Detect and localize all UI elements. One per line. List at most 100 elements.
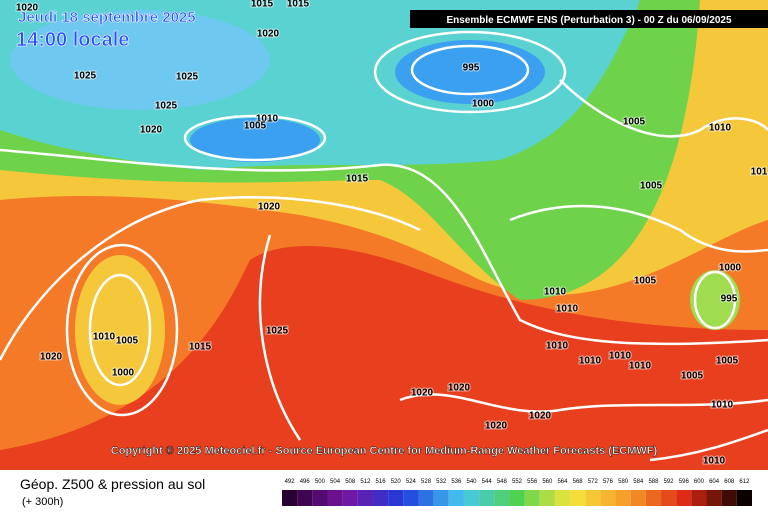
- isobar-label: 1020: [257, 29, 280, 40]
- zone-lightgreen: [690, 270, 740, 330]
- scale-swatch: [524, 490, 540, 506]
- isobar-label: 1010: [579, 356, 602, 367]
- scale-label: 496: [300, 479, 311, 485]
- isobar-label: 1015: [346, 174, 369, 185]
- isobar-label: 1000: [719, 263, 742, 274]
- scale-swatch: [630, 490, 646, 506]
- copyright: Copyright © 2025 Meteociel.fr - Source E…: [111, 445, 658, 457]
- scale-label: 560: [542, 479, 553, 485]
- isobar-label: 1020: [448, 383, 471, 394]
- isobar-label: 1015: [287, 0, 310, 10]
- isobar-label: 1005: [681, 371, 704, 382]
- isobar-label: 1020: [485, 421, 508, 432]
- zone-blue: [190, 118, 320, 162]
- scale-swatch: [570, 490, 586, 506]
- scale-label: 584: [633, 479, 644, 485]
- isobar-label: 1010: [709, 123, 732, 134]
- scale-label: 564: [557, 479, 568, 485]
- scale-label: 544: [482, 479, 493, 485]
- scale-label: 512: [360, 479, 371, 485]
- scale-label: 568: [573, 479, 584, 485]
- isobar-label: 1005: [116, 336, 139, 347]
- scale-label: 612: [739, 479, 750, 485]
- scale-swatch: [539, 490, 555, 506]
- isobar-label: 1010: [556, 304, 579, 315]
- scale-label: 588: [648, 479, 659, 485]
- isobar-label: 1010: [609, 351, 632, 362]
- isobar-label: 1005: [244, 121, 267, 132]
- isobar-label: 1000: [472, 99, 495, 110]
- scale-swatch: [494, 490, 510, 506]
- scale-swatch: [463, 490, 480, 506]
- scale-swatch: [448, 490, 464, 506]
- scale-swatch: [691, 490, 707, 506]
- scale-swatch: [615, 490, 631, 506]
- banner-bg: [410, 10, 768, 28]
- scale-swatch: [600, 490, 616, 506]
- scale-label: 580: [618, 479, 629, 485]
- scale-swatch: [645, 490, 662, 506]
- scale-label: 576: [603, 479, 614, 485]
- scale-label: 532: [436, 479, 447, 485]
- isobar-label: 995: [463, 63, 480, 74]
- scale-swatch: [372, 490, 389, 506]
- scale-swatch: [312, 490, 328, 506]
- isobar-label: 1020: [258, 202, 281, 213]
- isobar-label: 1005: [623, 117, 646, 128]
- isobar-label: 1025: [266, 326, 289, 337]
- isobar-label: 1020: [529, 411, 552, 422]
- scale-swatch: [585, 490, 601, 506]
- scale-label: 516: [376, 479, 387, 485]
- isobar-label: 1015: [251, 0, 274, 10]
- scale-swatch: [418, 490, 434, 506]
- scale-swatch: [676, 490, 692, 506]
- isobar-label: 1015: [189, 342, 212, 353]
- scale-label: 536: [451, 479, 462, 485]
- scale-swatch: [721, 490, 737, 506]
- scale-label: 520: [391, 479, 402, 485]
- scale-swatch: [509, 490, 525, 506]
- isobar-label: 1010: [546, 341, 569, 352]
- banner: Ensemble ECMWF ENS (Perturbation 3) - 00…: [446, 15, 732, 26]
- scale-label: 548: [497, 479, 508, 485]
- isobar-label: 1010: [544, 287, 567, 298]
- scale-swatch: [433, 490, 449, 506]
- isobar-label: 1025: [74, 71, 97, 82]
- isobar-label: 1005: [634, 276, 657, 287]
- scale-label: 608: [724, 479, 735, 485]
- scale-label: 504: [330, 479, 341, 485]
- scale-swatch: [736, 490, 752, 506]
- scale-swatch: [342, 490, 358, 506]
- scale-swatch: [554, 490, 571, 506]
- scale-label: 572: [588, 479, 599, 485]
- scale-label: 528: [421, 479, 432, 485]
- scale-swatch: [403, 490, 419, 506]
- isobar-label: 1020: [16, 3, 39, 14]
- isobar-label: 1010: [629, 361, 652, 372]
- zone-yellow: [75, 255, 165, 405]
- isobar-label: 995: [721, 294, 738, 305]
- isobar-label: 1025: [155, 101, 178, 112]
- isobar-label: 1010: [703, 456, 726, 467]
- isobar-label: 1005: [716, 356, 739, 367]
- scale-swatch: [479, 490, 495, 506]
- zone-lightblue: [10, 10, 270, 110]
- isobar-label: 1020: [411, 388, 434, 399]
- isobar-label: 1020: [140, 125, 163, 136]
- scale-label: 556: [527, 479, 538, 485]
- scale-label: 492: [285, 479, 296, 485]
- isobar-label: 101: [751, 167, 768, 178]
- isobar-label: 1025: [176, 72, 199, 83]
- legend-lead: (+ 300h): [22, 496, 63, 508]
- scale-swatch: [706, 490, 722, 506]
- scale-label: 552: [512, 479, 523, 485]
- scale-label: 508: [345, 479, 356, 485]
- scale-label: 604: [709, 479, 720, 485]
- isobar-label: 1005: [640, 181, 663, 192]
- scale-label: 500: [315, 479, 326, 485]
- legend-title: Géop. Z500 & pression au sol: [20, 476, 205, 492]
- isobars: [0, 30, 768, 462]
- scale-label: 600: [694, 479, 705, 485]
- date: Jeudi 18 septembre 2025: [18, 9, 196, 26]
